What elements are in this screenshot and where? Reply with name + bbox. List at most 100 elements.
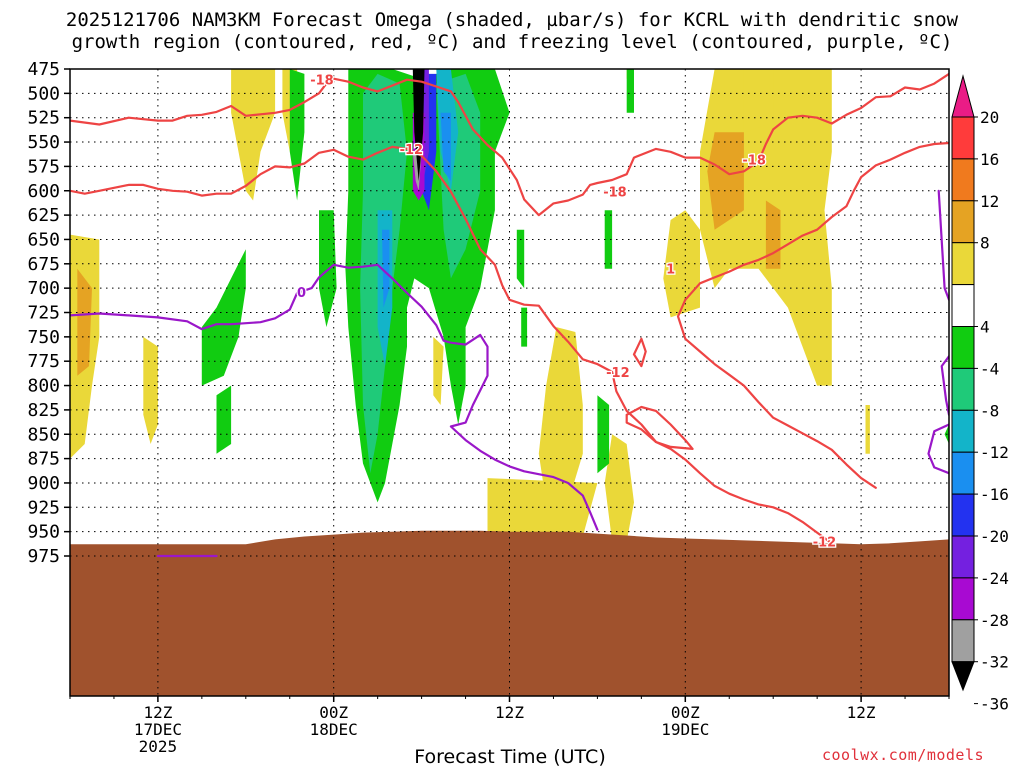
y-tick-label: 850 (27, 424, 60, 445)
contour-line (937, 189, 949, 301)
y-tick-label: 825 (27, 400, 60, 421)
contour-line (625, 405, 694, 450)
contour-label: -12 (813, 535, 837, 550)
contour-line (632, 337, 647, 368)
contour-line (70, 72, 949, 217)
x-tick-label: 12Z (495, 703, 524, 722)
colorbar-swatch (951, 409, 975, 453)
omega-shade-region (663, 210, 700, 318)
y-tick-label: 575 (27, 156, 60, 177)
contour-label: 1 (666, 263, 675, 278)
colorbar-tick-label: -4 (980, 359, 999, 378)
colorbar-swatch (951, 493, 975, 537)
contour-label: -12 (606, 366, 630, 381)
y-tick-label: 900 (27, 473, 60, 494)
colorbar-tick-label: -24 (980, 569, 1009, 588)
contour-line (927, 423, 949, 475)
colorbar-tick-label: 16 (980, 150, 999, 169)
omega-shade-region (597, 395, 610, 474)
y-tick-label: 625 (27, 205, 60, 226)
contour-label: -18 (310, 74, 334, 89)
omega-shade-region (440, 112, 451, 181)
colorbar-tick-label: 8 (980, 234, 990, 253)
colorbar-arrow-bottom (951, 661, 975, 692)
omega-shade-region (143, 336, 158, 444)
colorbar-swatch (951, 326, 975, 369)
terrain-fill (70, 530, 949, 696)
omega-shade-region (521, 307, 528, 347)
omega-shade-region (382, 229, 390, 308)
x-tick-label: 17DEC (134, 720, 182, 739)
y-tick-label: 875 (27, 449, 60, 470)
y-tick-label: 650 (27, 229, 60, 250)
colorbar-swatch (951, 535, 975, 579)
colorbar-swatch (951, 367, 975, 411)
colorbar-tick-label: -32 (980, 653, 1009, 672)
omega-shade-region (765, 200, 781, 269)
omega-shade-region (201, 249, 246, 386)
omega-shade-region (231, 69, 276, 201)
colorbar-tick-label: -36 (980, 695, 1009, 714)
x-axis-label: Forecast Time (UTC) (414, 746, 606, 768)
colorbar-tick-label: 4 (980, 318, 990, 337)
omega-shade-region (433, 336, 444, 405)
colorbar-tick-label: 12 (980, 192, 999, 211)
contour-label: -18 (742, 154, 766, 169)
contour-line (940, 355, 949, 416)
omega-shade-region (743, 69, 774, 133)
y-tick-label: 975 (27, 546, 60, 567)
y-tick-label: 700 (27, 278, 60, 299)
x-tick-label: 19DEC (661, 720, 709, 739)
chart-title-line2: growth region (contoured, red, ºC) and f… (71, 31, 953, 53)
contour-label: 0 (297, 286, 306, 301)
y-tick-label: 775 (27, 351, 60, 372)
x-tick-label: 12Z (847, 703, 876, 722)
colorbar-swatch (951, 242, 975, 286)
omega-shade-region (604, 434, 634, 542)
contour-line (684, 141, 949, 301)
omega-shade-region (604, 210, 613, 269)
contour-line (70, 263, 599, 531)
omega-shade-region (626, 69, 634, 113)
omega-shade-region (412, 69, 425, 181)
colorbar-tick-label: -28 (980, 611, 1009, 630)
credit-text: coolwx.com/models (822, 746, 985, 764)
colorbar-swatch (951, 577, 975, 621)
contour-label: -18 (603, 186, 627, 201)
colorbar-swatch (951, 451, 975, 495)
y-tick-label: 475 (27, 59, 60, 80)
y-tick-label: 675 (27, 254, 60, 275)
omega-shade-region (77, 268, 92, 376)
x-tick-label: 2025 (139, 737, 178, 756)
colorbar-swatch (951, 200, 975, 244)
contour-line (70, 145, 394, 197)
contour-line (391, 145, 833, 545)
x-tick-label: 18DEC (310, 720, 358, 739)
y-tick-label: 500 (27, 83, 60, 104)
colorbar-swatch (951, 619, 975, 663)
y-tick-label: 550 (27, 132, 60, 153)
omega-shade-region (538, 327, 583, 503)
colorbar-tick-label: -16 (980, 485, 1009, 504)
colorbar-tick-label: -12 (980, 443, 1009, 462)
contour-label: -12 (400, 143, 424, 158)
colorbar-swatch (951, 284, 975, 328)
omega-shade-region (516, 229, 525, 289)
y-tick-label: 750 (27, 327, 60, 348)
contour-line (676, 298, 877, 489)
colorbar-swatch (951, 158, 975, 202)
chart-title-line1: 2025121706 NAM3KM Forecast Omega (shaded… (65, 9, 959, 31)
omega-shade-region (289, 69, 305, 201)
omega-shade-region (865, 405, 870, 454)
omega-shade-region (707, 132, 744, 230)
omega-shade-region (216, 385, 232, 454)
colorbar-tick-label: 20 (980, 108, 999, 127)
y-tick-label: 600 (27, 181, 60, 202)
y-tick-label: 725 (27, 303, 60, 324)
omega-shade-region (487, 478, 598, 537)
y-tick-label: 925 (27, 497, 60, 518)
x-tick-label: 12Z (143, 703, 172, 722)
y-tick-label: 950 (27, 522, 60, 543)
colorbar-tick-label: -8 (980, 401, 999, 420)
